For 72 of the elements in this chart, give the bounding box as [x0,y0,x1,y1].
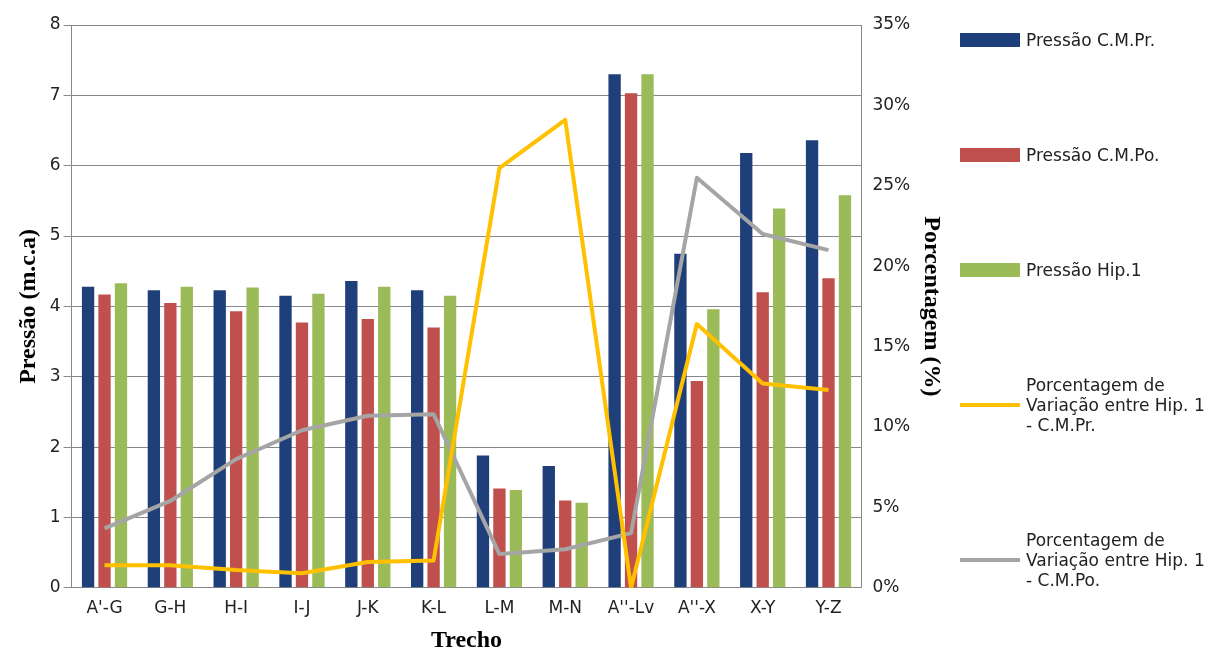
bar [345,281,358,588]
y2-tick-label: 10% [872,415,911,436]
bar [213,290,226,588]
y-tick-label: 1 [49,505,61,526]
bar [674,253,687,588]
x-axis-title: Trecho [430,625,503,652]
y-tick-label: 4 [49,294,61,315]
bar [542,466,555,588]
bar [427,327,440,588]
bar [493,488,506,588]
bar [822,278,835,588]
y-tick-label: 2 [49,435,61,456]
x-tick-label: Y-Z [814,597,842,618]
y2-tick-label: 5% [872,495,900,516]
y2-axis-title: Porcentagem (%) [920,216,947,397]
bar [772,208,786,588]
y2-tick-label: 35% [872,13,911,34]
bar [740,153,753,588]
y-axis-title: Pressão (m.c.a) [13,228,40,384]
x-tick-label: I-J [293,597,311,618]
bar [805,140,819,588]
bar [608,74,621,588]
bar [81,286,95,588]
bar [164,302,177,588]
y-tick-label: 7 [49,83,61,104]
x-tick-label: K-L [421,597,447,618]
legend-label: Porcentagem de Variação entre Hip. 1 - C.M.Pr. [1026,375,1206,435]
x-tick-label: G-H [154,597,187,618]
legend-label: Pressão Hip.1 [1026,260,1142,280]
y2-tick-label: 30% [872,93,911,114]
bar [641,74,654,588]
x-tick-label: J-K [355,597,380,618]
bar [229,311,243,588]
bar [246,287,259,588]
bar [838,195,852,588]
legend-label: Pressão C.M.Po. [1026,145,1160,165]
bar [559,500,572,588]
bar [756,292,769,588]
bar [378,286,391,588]
y-tick-label: 0 [49,576,61,597]
bar [690,380,704,588]
bar [279,295,292,588]
y-tick-label: 3 [49,365,61,386]
legend-label: Porcentagem de Variação entre Hip. 1 - C.M.Po. [1026,530,1206,590]
bar [147,290,161,588]
y2-tick-label: 0% [872,576,900,597]
x-tick-label: L-M [484,597,515,618]
y2-tick-label: 20% [872,254,911,275]
legend-label: Pressão C.M.Pr. [1026,30,1156,50]
bar [180,286,193,588]
x-tick-label: H-I [224,597,249,618]
bar [476,455,490,588]
bar [707,309,720,588]
bar [509,490,523,588]
y-tick-label: 5 [49,224,61,245]
bar [312,293,325,588]
bar [361,319,374,588]
bar [575,502,588,588]
bar [410,290,424,588]
bar [114,283,128,588]
bar [98,294,111,588]
y2-tick-label: 15% [872,335,911,356]
y2-tick-label: 25% [872,174,911,195]
x-tick-label: A''-X [677,597,717,618]
y-tick-label: 6 [49,154,61,175]
bar [624,93,638,588]
bar [295,322,309,588]
x-tick-label: A'-G [86,597,123,618]
x-tick-label: X-Y [750,597,776,618]
x-tick-label: A''-Lv [607,597,655,618]
y-tick-label: 8 [49,13,61,34]
x-tick-label: M-N [548,597,583,618]
